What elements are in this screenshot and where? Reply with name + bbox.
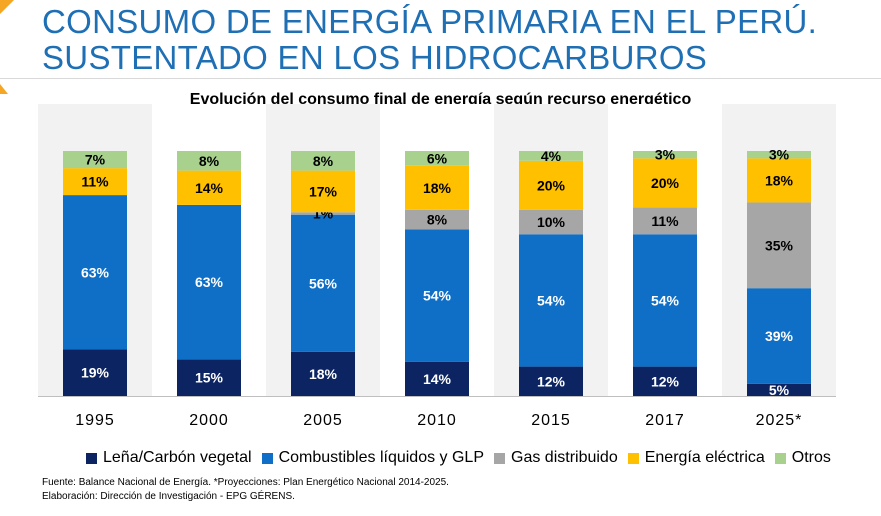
legend-item: Energía eléctrica xyxy=(627,449,765,467)
bar-segment xyxy=(405,229,469,362)
bar-segment xyxy=(519,234,583,367)
data-label: 12% xyxy=(537,373,566,389)
bar-segment xyxy=(633,366,697,396)
chart-legend: Leña/Carbón vegetal Combustibles líquidos… xyxy=(86,449,841,467)
title-divider xyxy=(0,78,881,79)
data-label: 63% xyxy=(81,264,110,280)
corner-accent xyxy=(0,0,14,14)
data-label: 17% xyxy=(309,183,338,199)
bar-segment xyxy=(177,204,241,360)
data-label: 18% xyxy=(765,172,794,188)
legend-label: Combustibles líquidos y GLP xyxy=(278,449,484,466)
legend-item: Gas distribuido xyxy=(494,449,618,467)
data-label: 8% xyxy=(427,212,448,228)
legend-item: Leña/Carbón vegetal xyxy=(86,449,252,467)
slide-title-line1: CONSUMO DE ENERGÍA PRIMARIA EN EL PERÚ. xyxy=(42,3,818,40)
data-label: 19% xyxy=(81,365,110,381)
legend-swatch xyxy=(261,452,273,464)
x-tick-label: 2005 xyxy=(303,412,343,429)
footnote-elaboration: Elaboración: Dirección de Investigación … xyxy=(42,491,295,502)
footnote-source: Fuente: Balance Nacional de Energía. *Pr… xyxy=(42,477,449,488)
x-tick-label: 2025* xyxy=(756,412,803,429)
x-tick-label: 1995 xyxy=(75,412,115,429)
data-label: 6% xyxy=(427,150,448,166)
data-label: 15% xyxy=(195,370,224,386)
data-label: 7% xyxy=(85,152,106,168)
bar-segment xyxy=(63,168,127,196)
legend-swatch xyxy=(627,452,639,464)
slide-title-line2: SUSTENTADO EN LOS HIDROCARBUROS xyxy=(42,39,708,76)
legend-swatch xyxy=(774,452,786,464)
x-tick-label: 2017 xyxy=(645,412,685,429)
x-tick-label: 2010 xyxy=(417,412,457,429)
legend-label: Gas distribuido xyxy=(511,449,618,466)
data-label: 54% xyxy=(651,292,680,308)
bar-segment xyxy=(633,158,697,208)
bar-segment xyxy=(747,383,811,396)
bar-segment xyxy=(405,361,469,396)
legend-label: Otros xyxy=(791,449,831,466)
bar-segment xyxy=(747,288,811,384)
data-label: 63% xyxy=(195,274,224,290)
bar-segment xyxy=(177,170,241,205)
legend-swatch xyxy=(494,452,505,464)
legend-swatch xyxy=(86,452,97,464)
data-label: 39% xyxy=(765,328,794,344)
chart-title: Evolución del consumo final de energía s… xyxy=(189,91,692,108)
data-label: 11% xyxy=(651,213,679,229)
bar-segment xyxy=(405,151,469,166)
data-label: 56% xyxy=(309,275,338,291)
bar-segment xyxy=(291,351,355,396)
bar-segment xyxy=(519,151,583,161)
bar-segment xyxy=(177,151,241,171)
legend-item: Otros xyxy=(774,449,831,467)
x-tick-label: 2000 xyxy=(189,412,229,429)
bar-segment xyxy=(291,170,355,213)
data-label: 3% xyxy=(655,147,676,163)
bar-segment xyxy=(747,202,811,289)
data-label: 5% xyxy=(769,382,790,398)
bar-segment xyxy=(747,151,811,159)
bar-segment xyxy=(633,151,697,159)
data-label: 8% xyxy=(199,153,220,169)
bar-segment xyxy=(633,234,697,367)
legend-label: Energía eléctrica xyxy=(644,449,765,466)
data-label: 14% xyxy=(423,371,452,387)
data-label: 54% xyxy=(423,288,452,304)
bar-segment xyxy=(63,151,127,169)
bar-segment xyxy=(519,209,583,235)
data-label: 4% xyxy=(541,148,562,164)
data-label: 18% xyxy=(309,366,338,382)
legend-label: Leña/Carbón vegetal xyxy=(103,449,252,466)
slide-title: CONSUMO DE ENERGÍA PRIMARIA EN EL PERÚ. … xyxy=(42,4,817,76)
bar-segment xyxy=(519,160,583,210)
bar-segment xyxy=(519,366,583,396)
bar-segment xyxy=(747,158,811,203)
data-label: 11% xyxy=(81,174,109,190)
corner-accent-lower xyxy=(0,84,8,94)
data-label: 10% xyxy=(537,214,566,230)
bar-segment xyxy=(177,359,241,396)
data-label: 14% xyxy=(195,180,224,196)
bar-segment xyxy=(405,165,469,210)
x-tick-label: 2015 xyxy=(531,412,571,429)
data-label: 8% xyxy=(313,153,334,169)
data-label: 54% xyxy=(537,292,566,308)
data-label: 18% xyxy=(423,180,452,196)
bar-segment xyxy=(291,214,355,352)
bar-segment xyxy=(291,151,355,171)
bar-segment xyxy=(291,212,355,215)
data-label: 3% xyxy=(769,147,790,163)
legend-item: Combustibles líquidos y GLP xyxy=(261,449,484,467)
bar-segment xyxy=(633,207,697,235)
bar-segment xyxy=(63,195,127,350)
data-label: 20% xyxy=(537,177,566,193)
data-label: 35% xyxy=(765,237,794,253)
data-label: 12% xyxy=(651,373,680,389)
bar-segment xyxy=(405,209,469,230)
data-label: 20% xyxy=(651,175,680,191)
bar-segment xyxy=(63,349,127,396)
